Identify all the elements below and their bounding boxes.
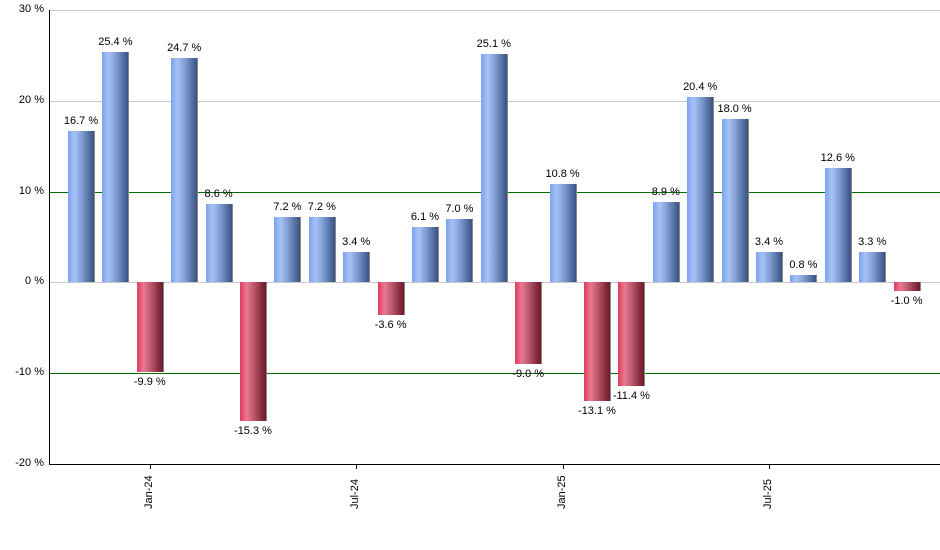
bar-mar-25	[618, 282, 645, 386]
bar-nov-23	[68, 130, 94, 283]
x-tick	[356, 464, 357, 469]
bar-jan-25	[549, 184, 576, 283]
value-label: 8.9 %	[651, 185, 680, 198]
bar-jan-24	[136, 282, 163, 373]
y-tick-label: 20 %	[18, 94, 44, 106]
y-tick-label: 10 %	[18, 185, 44, 197]
bar-may-25	[687, 97, 714, 283]
bar-apr-25	[652, 201, 679, 283]
value-label: -1.0 %	[890, 295, 923, 308]
bar-dec-23	[102, 51, 129, 283]
x-tick	[769, 464, 770, 469]
bar-jul-25	[756, 251, 782, 283]
value-label: 3.4 %	[342, 235, 371, 248]
value-label: 7.2 %	[273, 201, 302, 214]
value-label: 3.3 %	[858, 236, 887, 249]
value-label: 3.4 %	[754, 235, 784, 248]
value-label: -15.3 %	[234, 425, 272, 438]
value-label: -9.0 %	[512, 368, 545, 381]
x-tick	[150, 464, 151, 469]
bar-jun-25	[721, 118, 748, 283]
bar-oct-24	[446, 218, 473, 283]
bar-may-24	[274, 217, 301, 283]
bar-aug-25	[790, 275, 817, 283]
bar-aug-24	[377, 282, 404, 316]
bar-apr-24	[240, 282, 266, 422]
x-tick-label: Jul-25	[762, 479, 774, 509]
value-label: 7.2 %	[307, 201, 336, 214]
value-label: 16.7 %	[63, 114, 99, 127]
value-label: 0.8 %	[789, 259, 818, 272]
bar-sep-25	[824, 167, 851, 283]
gridline	[49, 282, 940, 283]
x-tick-label: Jul-24	[349, 479, 361, 509]
y-tick-label: 30 %	[18, 3, 44, 15]
value-label: -9.9 %	[133, 376, 166, 389]
bar-nov-24	[480, 54, 507, 283]
value-label: 24.7 %	[167, 42, 202, 55]
reference-line	[49, 373, 940, 374]
value-label: 7.0 %	[445, 202, 474, 215]
value-label: 20.4 %	[683, 81, 718, 94]
bar-feb-24	[171, 58, 198, 283]
value-label: 25.1 %	[476, 38, 511, 51]
y-tick-label: -20 %	[15, 457, 44, 469]
y-tick-label: 0 %	[25, 275, 44, 287]
bar-sep-24	[412, 227, 438, 283]
y-tick-label: -10 %	[15, 366, 44, 378]
bar-jun-24	[308, 217, 335, 283]
value-label: 10.8 %	[545, 168, 580, 181]
x-axis-line	[49, 464, 940, 465]
bar-nov-25	[893, 282, 920, 292]
bar-mar-24	[205, 204, 232, 283]
bar-oct-25	[859, 252, 886, 283]
value-label: 6.1 %	[410, 211, 440, 223]
y-axis-line	[49, 10, 50, 465]
value-label: 12.6 %	[820, 151, 855, 164]
value-label: -13.1 %	[578, 405, 616, 418]
bar-dec-24	[515, 282, 542, 365]
x-tick	[563, 464, 564, 469]
value-label: 8.6 %	[204, 188, 233, 201]
value-label: 18.0 %	[717, 102, 752, 115]
gridline	[49, 10, 940, 11]
x-tick-label: Jan-25	[556, 475, 568, 509]
value-label: 25.4 %	[98, 35, 133, 48]
x-tick-label: Jan-24	[143, 475, 155, 509]
value-label: -11.4 %	[612, 389, 650, 402]
value-label: -3.6 %	[374, 319, 407, 332]
bar-feb-25	[584, 282, 610, 402]
bar-jul-24	[343, 251, 370, 283]
